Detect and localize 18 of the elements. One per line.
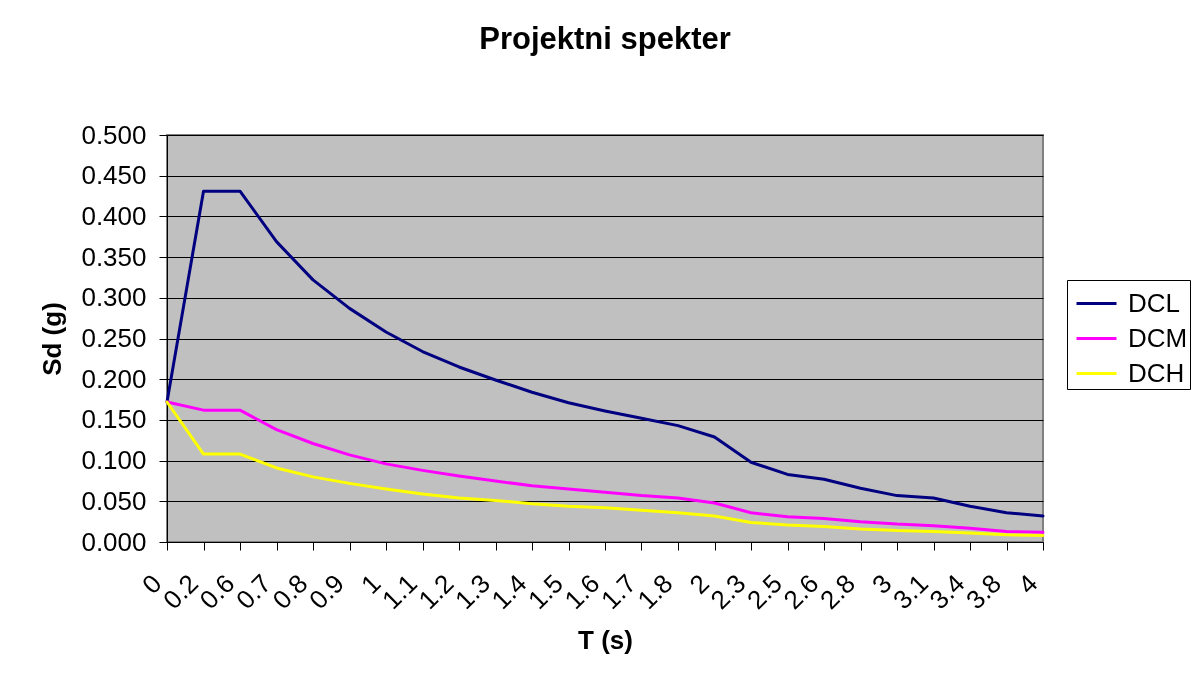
legend-label: DCH bbox=[1128, 357, 1185, 388]
y-tick-label: 0.100 bbox=[81, 445, 147, 476]
y-tick-label: 0.300 bbox=[81, 282, 147, 313]
legend-label: DCM bbox=[1128, 322, 1188, 353]
y-tick-label: 0.050 bbox=[81, 485, 147, 516]
y-tick-label: 0.250 bbox=[81, 323, 147, 353]
y-tick-label: 0.450 bbox=[81, 160, 147, 191]
x-axis-title: T (s) bbox=[578, 625, 633, 656]
y-axis-title: Sd (g) bbox=[37, 302, 68, 376]
y-tick-label: 0.150 bbox=[81, 404, 147, 435]
y-tick-label: 0.200 bbox=[81, 363, 147, 394]
y-tick-label: 0.350 bbox=[81, 241, 147, 272]
y-tick-label: 0.400 bbox=[81, 200, 147, 231]
legend-label: DCL bbox=[1128, 287, 1181, 318]
chart-title: Projektni spekter bbox=[479, 21, 731, 56]
y-tick-label: 0.000 bbox=[81, 526, 147, 557]
x-tick-label: 4 bbox=[1011, 568, 1044, 600]
y-tick-label: 0.500 bbox=[81, 119, 147, 150]
